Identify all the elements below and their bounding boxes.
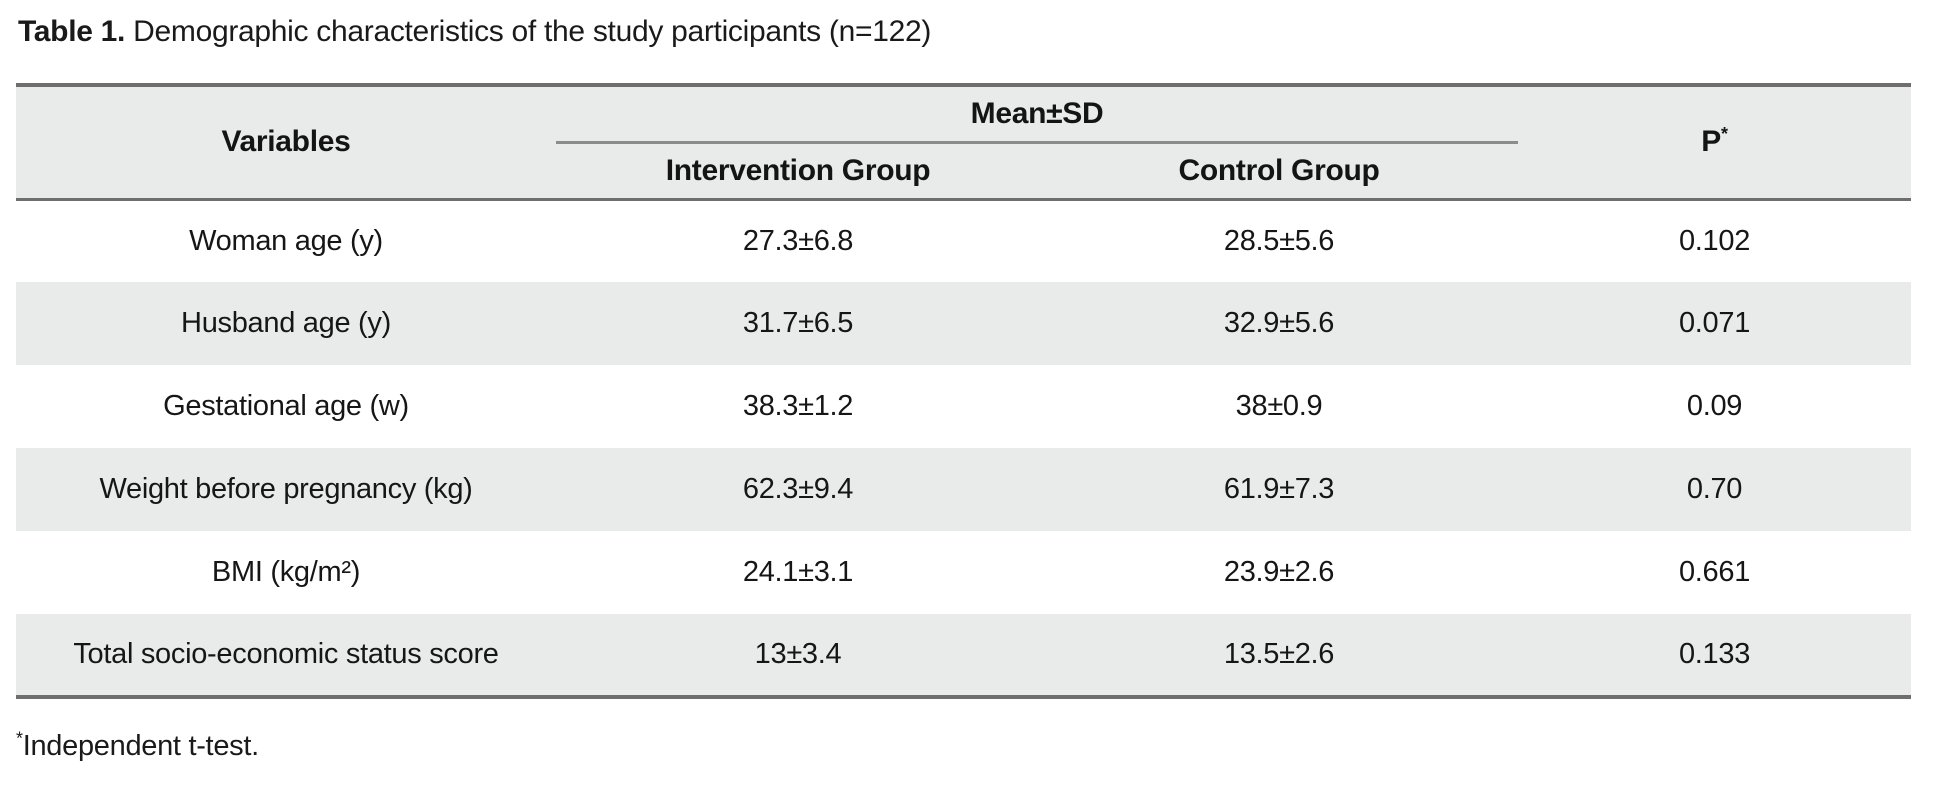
- cell-variable: Weight before pregnancy (kg): [99, 473, 473, 505]
- cell-variable: Total socio-economic status score: [73, 638, 499, 670]
- p-asterisk: *: [1721, 124, 1728, 145]
- cell-p-value: 0.70: [1686, 473, 1743, 505]
- cell-intervention: 13±3.4: [754, 638, 842, 670]
- table-row: Weight before pregnancy (kg) 62.3±9.4 61…: [16, 448, 1912, 531]
- cell-control: 38±0.9: [1235, 390, 1323, 422]
- footnote-asterisk: *: [16, 728, 23, 749]
- col-header-variables: Variables: [16, 85, 556, 201]
- footnote-text: Independent t-test.: [22, 730, 259, 762]
- col-header-intervention-group: Intervention Group: [556, 142, 1040, 201]
- cell-intervention: 31.7±6.5: [742, 307, 854, 339]
- cell-p-value: 0.09: [1686, 390, 1743, 422]
- cell-intervention: 62.3±9.4: [742, 473, 854, 505]
- table-row: Woman age (y) 27.3±6.8 28.5±5.6 0.102: [16, 199, 1911, 282]
- cell-intervention: 27.3±6.8: [742, 224, 854, 257]
- demographics-table: Variables Mean±SD P* Intervention Group …: [16, 83, 1912, 699]
- col-header-control-group: Control Group: [1040, 142, 1519, 201]
- cell-p-value: 0.071: [1678, 307, 1751, 339]
- cell-intervention: 24.1±3.1: [742, 556, 854, 588]
- table-caption-text: Demographic characteristics of the study…: [125, 15, 932, 48]
- cell-intervention: 38.3±1.2: [742, 390, 854, 422]
- table-row: BMI (kg/m²) 24.1±3.1 23.9±2.6 0.661: [16, 531, 1911, 614]
- cell-control: 28.5±5.6: [1223, 224, 1335, 257]
- cell-control: 13.5±2.6: [1223, 638, 1335, 670]
- cell-p-value: 0.102: [1678, 224, 1751, 257]
- table-header: Variables Mean±SD P* Intervention Group …: [16, 85, 1912, 201]
- table-footnote: *Independent t-test.: [16, 729, 1918, 763]
- table-row: Husband age (y) 31.7±6.5 32.9±5.6 0.071: [16, 282, 1912, 365]
- cell-control: 61.9±7.3: [1223, 473, 1335, 505]
- cell-p-value: 0.661: [1678, 556, 1751, 588]
- cell-variable: BMI (kg/m²): [211, 556, 361, 588]
- cell-variable: Woman age (y): [189, 224, 383, 257]
- p-label: P: [1701, 125, 1722, 159]
- header-row-sub: Intervention Group Control Group: [16, 142, 1911, 201]
- table-caption-label: Table 1.: [18, 15, 126, 48]
- cell-variable: Husband age (y): [181, 307, 391, 339]
- cell-control: 32.9±5.6: [1223, 307, 1335, 339]
- cell-p-value: 0.133: [1678, 638, 1751, 670]
- table-body: Woman age (y) 27.3±6.8 28.5±5.6 0.102 Hu…: [16, 199, 1912, 697]
- cell-variable: Gestational age (w): [163, 390, 409, 422]
- table-caption: Table 1. Demographic characteristics of …: [18, 14, 1918, 50]
- cell-control: 23.9±2.6: [1223, 556, 1335, 588]
- col-header-mean-sd: Mean±SD: [556, 85, 1519, 144]
- table-row: Gestational age (w) 38.3±1.2 38±0.9 0.09: [16, 365, 1911, 448]
- col-header-p: P*: [1518, 85, 1912, 201]
- header-row-top: Variables Mean±SD P*: [16, 85, 1912, 201]
- table-row: Total socio-economic status score 13±3.4…: [16, 614, 1912, 697]
